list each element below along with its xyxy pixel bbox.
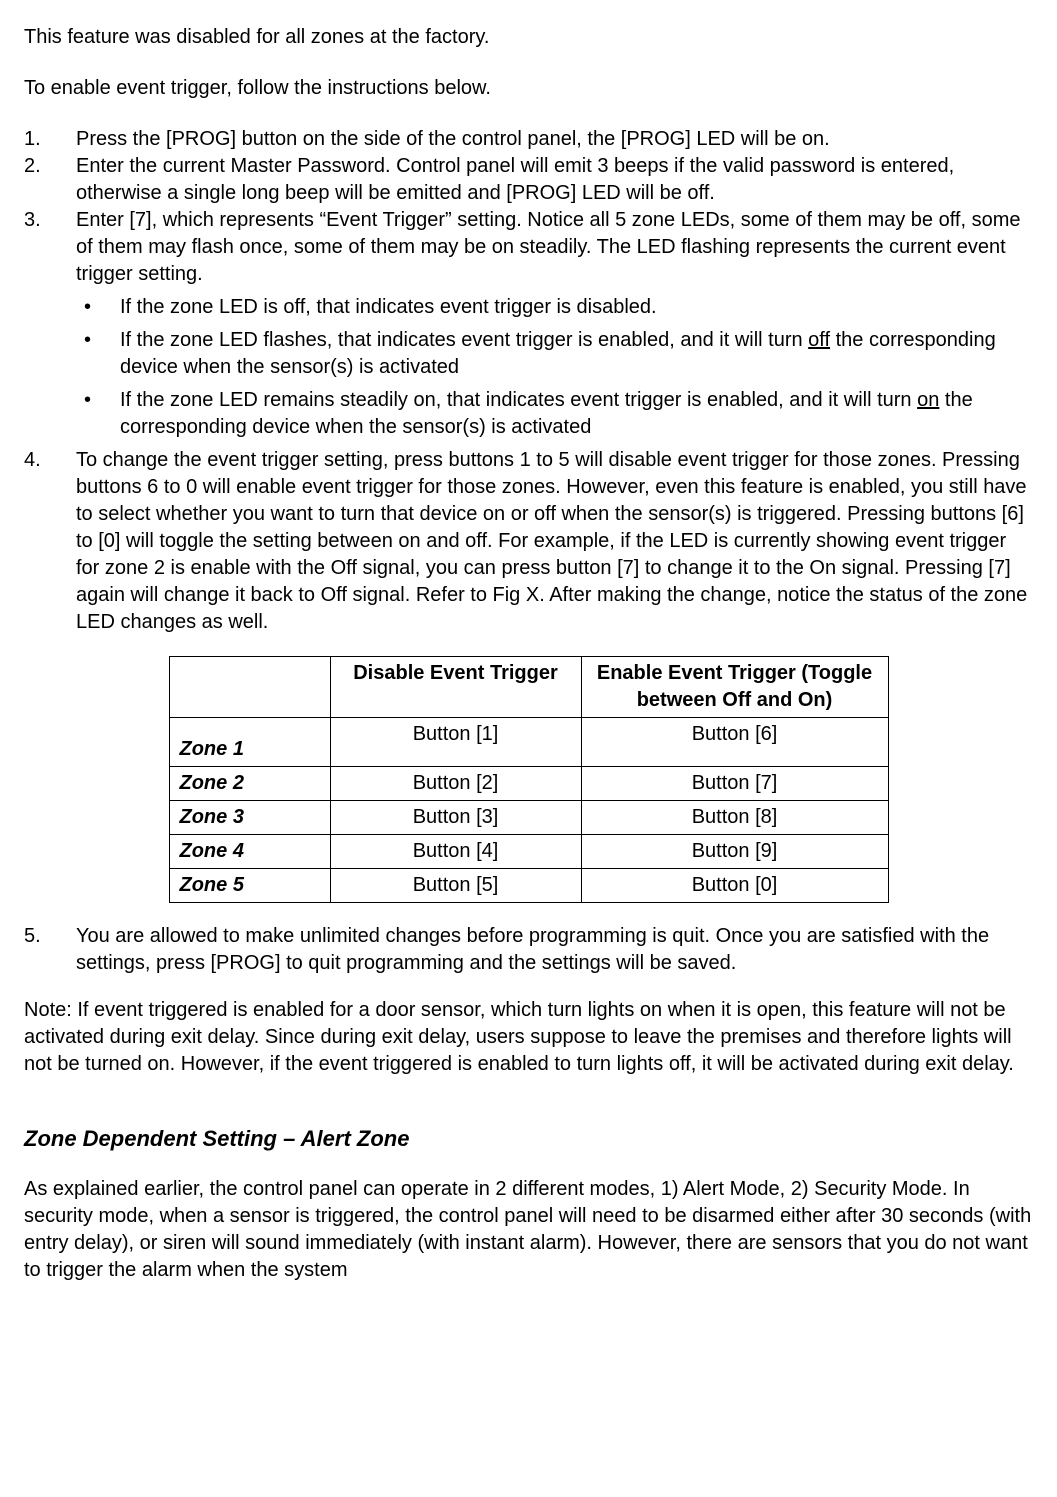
note-paragraph: Note: If event triggered is enabled for … xyxy=(24,997,1033,1078)
intro-line-1: This feature was disabled for all zones … xyxy=(24,24,1033,51)
zone-label: Zone 3 xyxy=(169,801,330,835)
disable-cell: Button [2] xyxy=(330,767,581,801)
step-text: You are allowed to make unlimited change… xyxy=(76,923,1033,977)
step-text: Enter the current Master Password. Contr… xyxy=(76,153,1033,207)
step-2: 2. Enter the current Master Password. Co… xyxy=(24,153,1033,207)
enable-cell: Button [0] xyxy=(581,869,888,903)
step-text: Enter [7], which represents “Event Trigg… xyxy=(76,209,1021,285)
table-row: Zone 1 Button [1] Button [6] xyxy=(169,718,888,767)
step-body: Enter [7], which represents “Event Trigg… xyxy=(76,207,1033,447)
intro-line-2: To enable event trigger, follow the inst… xyxy=(24,75,1033,102)
zone-label: Zone 2 xyxy=(169,767,330,801)
step-5: 5. You are allowed to make unlimited cha… xyxy=(24,923,1033,977)
bullet-icon: • xyxy=(76,327,120,381)
text-part: If the zone LED remains steadily on, tha… xyxy=(120,389,917,411)
step-number: 5. xyxy=(24,923,76,977)
step-number: 3. xyxy=(24,207,76,447)
step-4: 4. To change the event trigger setting, … xyxy=(24,447,1033,636)
enable-cell: Button [9] xyxy=(581,835,888,869)
step-text: To change the event trigger setting, pre… xyxy=(76,447,1033,636)
underlined-text: off xyxy=(808,329,830,351)
section-heading-alert-zone: Zone Dependent Setting – Alert Zone xyxy=(24,1124,1033,1154)
bullet-text: If the zone LED is off, that indicates e… xyxy=(120,294,1033,321)
enable-cell: Button [8] xyxy=(581,801,888,835)
disable-cell: Button [1] xyxy=(330,718,581,767)
disable-cell: Button [4] xyxy=(330,835,581,869)
table-header-row: Disable Event Trigger Enable Event Trigg… xyxy=(169,657,888,718)
zone-label: Zone 5 xyxy=(169,869,330,903)
table-row: Zone 3 Button [3] Button [8] xyxy=(169,801,888,835)
step-number: 1. xyxy=(24,126,76,153)
enable-cell: Button [6] xyxy=(581,718,888,767)
bullet-2: • If the zone LED flashes, that indicate… xyxy=(76,327,1033,381)
zone-button-table: Disable Event Trigger Enable Event Trigg… xyxy=(169,656,889,903)
zone-label: Zone 1 xyxy=(169,718,330,767)
zone-label: Zone 4 xyxy=(169,835,330,869)
table-row: Zone 2 Button [2] Button [7] xyxy=(169,767,888,801)
disable-cell: Button [3] xyxy=(330,801,581,835)
header-enable: Enable Event Trigger (Toggle between Off… xyxy=(581,657,888,718)
header-disable: Disable Event Trigger xyxy=(330,657,581,718)
header-blank xyxy=(169,657,330,718)
alert-zone-paragraph: As explained earlier, the control panel … xyxy=(24,1176,1033,1284)
step-1: 1. Press the [PROG] button on the side o… xyxy=(24,126,1033,153)
table-row: Zone 4 Button [4] Button [9] xyxy=(169,835,888,869)
steps-list: 1. Press the [PROG] button on the side o… xyxy=(24,126,1033,636)
step-text: Press the [PROG] button on the side of t… xyxy=(76,126,1033,153)
bullet-icon: • xyxy=(76,387,120,441)
enable-cell: Button [7] xyxy=(581,767,888,801)
underlined-text: on xyxy=(917,389,939,411)
step-number: 2. xyxy=(24,153,76,207)
step-3: 3. Enter [7], which represents “Event Tr… xyxy=(24,207,1033,447)
bullet-1: • If the zone LED is off, that indicates… xyxy=(76,294,1033,321)
bullet-icon: • xyxy=(76,294,120,321)
steps-list-cont: 5. You are allowed to make unlimited cha… xyxy=(24,923,1033,977)
disable-cell: Button [5] xyxy=(330,869,581,903)
bullet-text: If the zone LED flashes, that indicates … xyxy=(120,327,1033,381)
text-part: If the zone LED flashes, that indicates … xyxy=(120,329,808,351)
bullet-text: If the zone LED remains steadily on, tha… xyxy=(120,387,1033,441)
bullet-3: • If the zone LED remains steadily on, t… xyxy=(76,387,1033,441)
sub-bullets: • If the zone LED is off, that indicates… xyxy=(76,294,1033,441)
step-number: 4. xyxy=(24,447,76,636)
table-row: Zone 5 Button [5] Button [0] xyxy=(169,869,888,903)
